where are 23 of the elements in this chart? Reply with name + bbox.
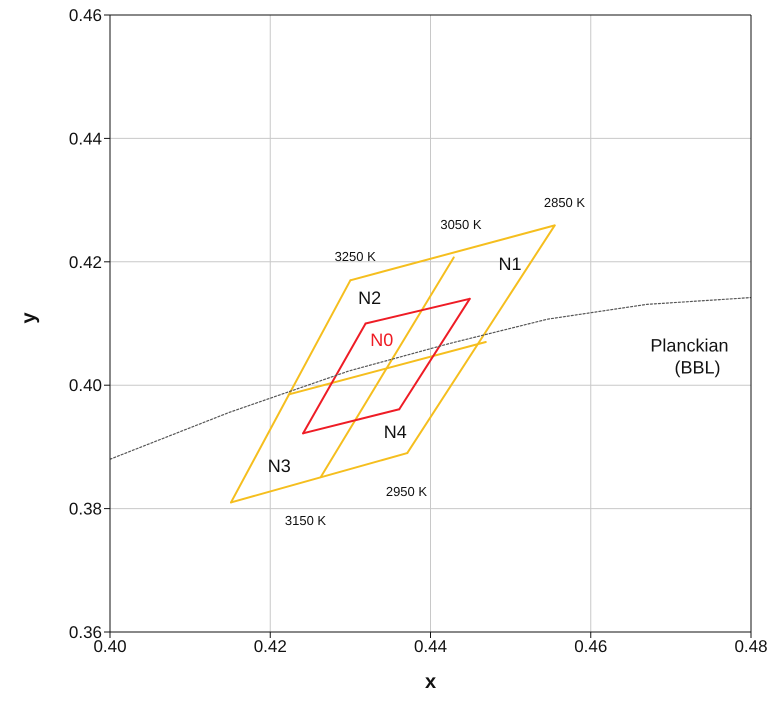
annotation: N2 bbox=[358, 288, 382, 310]
y-tick-label: 0.42 bbox=[68, 252, 102, 272]
y-tick-label: 0.40 bbox=[68, 376, 102, 396]
annotation: N0 bbox=[370, 330, 394, 352]
y-tick-label: 0.46 bbox=[68, 6, 102, 26]
y-tick-label: 0.38 bbox=[68, 500, 102, 519]
x-tick-label: 0.46 bbox=[574, 637, 608, 656]
y-tick-label: 0.44 bbox=[68, 129, 102, 148]
annotation: 2950 K bbox=[386, 484, 428, 500]
x-tick-label: 0.48 bbox=[734, 637, 768, 656]
annotation: N1 bbox=[498, 254, 522, 276]
annotation: 2850 K bbox=[544, 194, 586, 210]
annotation: N4 bbox=[384, 422, 407, 444]
x-axis-title: x bbox=[424, 671, 436, 693]
annotation: 3150 K bbox=[284, 513, 326, 529]
x-tick-label: 0.44 bbox=[414, 637, 448, 656]
x-tick-label: 0.40 bbox=[93, 637, 127, 656]
x-tick-label: 0.42 bbox=[254, 637, 287, 656]
annotation: N3 bbox=[268, 456, 291, 478]
annotation: 3050 K bbox=[440, 218, 482, 234]
annotation: 3250 K bbox=[334, 250, 376, 266]
annotation: Planckian (BBL) bbox=[650, 336, 728, 380]
y-axis-title: y bbox=[18, 312, 40, 324]
